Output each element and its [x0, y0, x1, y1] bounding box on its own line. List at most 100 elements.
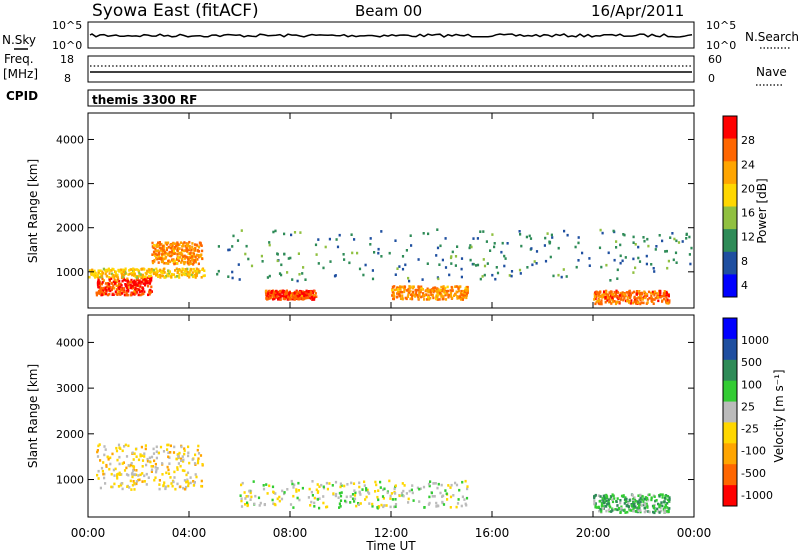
power-cell	[297, 252, 300, 255]
velocity-cell	[606, 503, 609, 506]
velocity-cell	[625, 497, 628, 501]
velocity-cell	[620, 505, 623, 509]
power-cell	[409, 234, 412, 237]
power-cell	[456, 297, 459, 300]
power-cell	[296, 296, 299, 300]
power-cell	[140, 268, 143, 271]
power-cell	[299, 297, 302, 300]
power-cell	[190, 248, 193, 251]
power-cell	[183, 262, 186, 266]
velocity-cell	[134, 447, 138, 451]
power-cell	[369, 237, 372, 240]
power-cell	[279, 295, 282, 298]
power-cell	[163, 267, 166, 271]
velocity-cell	[377, 498, 380, 502]
power-cell	[197, 245, 201, 249]
power-cell	[289, 294, 292, 297]
power-cell	[598, 246, 602, 250]
velocity-cell	[158, 487, 161, 491]
power-cell	[455, 290, 458, 294]
power-cell	[93, 269, 96, 273]
power-cell	[287, 295, 290, 299]
power-cell	[447, 289, 450, 293]
power-cell	[409, 297, 412, 301]
power-cell	[227, 248, 230, 252]
freq-left-tick-bottom: 8	[64, 72, 71, 85]
velocity-cell	[358, 485, 361, 489]
power-cell	[119, 268, 122, 272]
velocity-cell	[343, 484, 346, 488]
power-cell	[635, 292, 639, 296]
velocity-cell	[199, 454, 203, 457]
velocity-cell	[445, 492, 448, 495]
power-cell	[485, 240, 488, 243]
velocity-cell	[368, 502, 371, 505]
power-cell	[161, 244, 164, 248]
power-cell	[144, 281, 147, 284]
power-cell	[601, 296, 604, 299]
power-cell	[650, 263, 653, 266]
velocity-cell	[638, 498, 641, 502]
power-cell	[399, 297, 403, 300]
power-cell	[654, 296, 657, 300]
power-cell	[152, 270, 156, 273]
velocity-cell	[240, 505, 244, 508]
power-cell	[317, 238, 320, 241]
power-cell	[114, 278, 117, 282]
power-cell	[277, 297, 280, 300]
power-cell	[611, 293, 614, 296]
power-cell	[408, 279, 411, 283]
power-cell	[645, 254, 648, 258]
power-cell	[173, 252, 176, 255]
power-cell	[97, 277, 100, 280]
power-cell	[632, 257, 635, 261]
power-cell	[91, 268, 94, 272]
velocity-cell	[97, 477, 100, 480]
power-cell	[460, 275, 463, 279]
velocity-cell	[605, 495, 609, 498]
power-cell	[105, 292, 108, 296]
power-cell	[611, 296, 614, 299]
velocity-colorbar-segment	[723, 359, 737, 381]
power-cell	[174, 269, 177, 272]
power-cell	[399, 288, 402, 291]
power-cell	[442, 285, 445, 288]
power-cell	[192, 255, 196, 258]
velocity-cell	[353, 489, 356, 492]
velocity-cell	[440, 483, 443, 487]
velocity-cell	[185, 485, 188, 489]
power-cell	[653, 298, 656, 301]
velocity-colorbar-tick-label: 100	[741, 378, 762, 391]
velocity-cell	[182, 486, 185, 490]
power-cell	[371, 277, 375, 281]
velocity-cell	[598, 500, 601, 503]
power-cell	[638, 260, 642, 263]
velocity-cell	[601, 505, 604, 508]
velocity-cell	[639, 509, 642, 512]
velocity-cell	[164, 485, 167, 489]
power-cell	[427, 232, 430, 236]
power-cell	[422, 292, 425, 295]
power-cell	[407, 293, 410, 296]
power-cell	[102, 267, 105, 271]
velocity-cell	[429, 480, 432, 483]
velocity-cell	[280, 497, 284, 501]
power-cell	[493, 245, 496, 249]
power-cell	[135, 291, 138, 294]
power-cell	[173, 247, 176, 250]
power-cell	[146, 269, 149, 273]
power-cell	[666, 298, 669, 302]
power-cell	[641, 292, 644, 296]
velocity-data	[96, 443, 671, 515]
power-cell	[280, 273, 283, 277]
velocity-cell	[597, 505, 600, 509]
velocity-cell	[627, 501, 630, 505]
velocity-cell	[650, 496, 653, 499]
power-cell	[189, 253, 192, 257]
velocity-cell	[428, 501, 431, 505]
power-cell	[466, 288, 469, 291]
power-cell	[422, 232, 425, 235]
power-cell	[197, 268, 200, 271]
power-cell	[425, 298, 429, 301]
power-cell	[138, 290, 141, 294]
